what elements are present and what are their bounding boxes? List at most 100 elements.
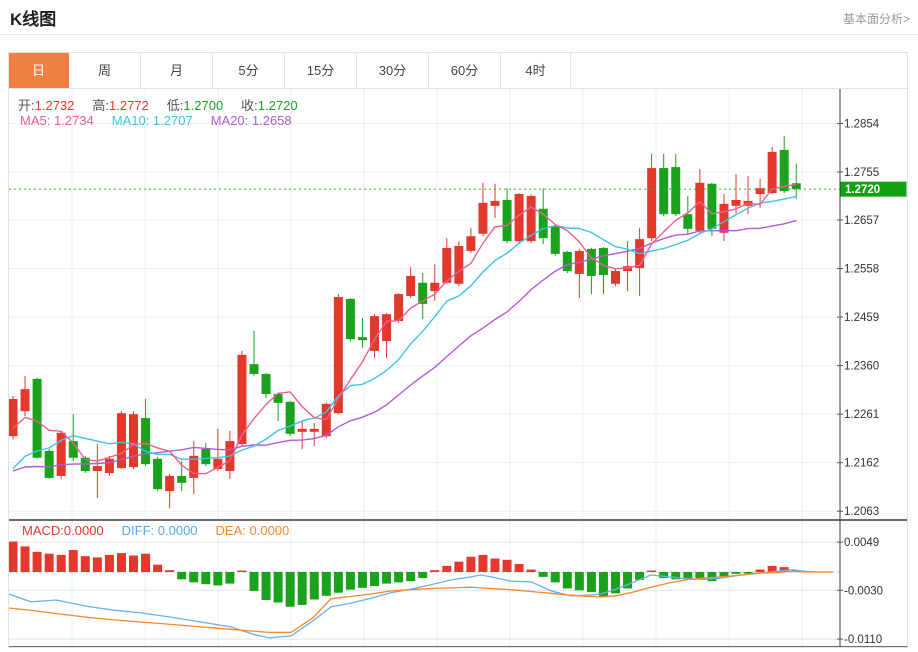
candle-body [201,448,211,465]
macd-bar [478,554,488,572]
tab-bar-filler [571,53,907,88]
candle-body [116,413,126,469]
legend-value: 0.0000 [157,523,198,538]
macd-bar [598,572,608,597]
fundamental-analysis-link[interactable]: 基本面分析> [842,12,910,26]
macd-bar [538,572,548,577]
macd-bar [20,546,30,572]
tab-日[interactable]: 日 [9,53,69,88]
candle-body [454,246,464,284]
tab-15分[interactable]: 15分 [285,53,357,88]
macd-bar [68,550,78,572]
macd-bar [104,554,114,572]
legend-label: DIFF: [121,523,158,538]
candle-body [466,236,476,251]
dea-line [9,570,833,634]
candle-body [213,458,223,470]
macd-bar [514,564,524,572]
legend-value: 1.2700 [183,98,224,113]
macd-bar [671,572,681,580]
candle-body [683,214,693,229]
candle-body [598,247,608,275]
macd-bar [213,572,223,586]
legend-label: MA5: [20,113,54,128]
candle-body [141,418,151,465]
macd-bar [490,558,500,572]
macd-legend: MACD:0.0000 DIFF: 0.0000 DEA: 0.0000 [22,523,307,538]
macd-bar [454,561,464,572]
candle-body [237,354,247,445]
candle-body [550,225,560,254]
candle-body [514,194,524,242]
macd-layer [9,541,840,639]
candle-body [129,414,138,468]
candle-body [791,183,801,190]
candles-layer [9,136,801,509]
candle-body [442,247,452,283]
macd-bar [285,572,295,607]
tab-月[interactable]: 月 [141,53,213,88]
candle-body [9,398,18,437]
candle-body [671,167,681,215]
candle-body [406,275,416,297]
candle-body [538,208,548,239]
macd-bar [32,551,42,572]
legend-value: 0.0000 [63,523,104,538]
candle-body [370,316,379,351]
candle-body [261,373,271,395]
macd-bar [586,572,596,593]
candle-body [394,294,404,322]
candle-body [695,182,705,231]
candle-body [382,314,392,342]
candle-body [357,337,367,341]
candle-body [707,183,717,229]
axis-tick-label: 0.0049 [844,537,879,549]
macd-bar [502,559,512,572]
axis-tick-label: 1.2755 [844,167,879,179]
current-price-badge: 1.2720 [840,181,907,197]
macd-bar [9,541,18,572]
candle-body [418,282,428,304]
macd-bar [659,572,669,579]
legend-value: 1.2734 [53,113,94,128]
macd-bar [261,572,271,601]
macd-bar [357,572,367,588]
macd-bar [562,572,572,589]
macd-bar [141,553,151,572]
axis-tick-label: -0.0030 [844,585,883,597]
macd-bar [550,572,560,583]
tab-4时[interactable]: 4时 [501,53,571,88]
candle-body [333,297,343,414]
tab-30分[interactable]: 30分 [357,53,429,88]
macd-bar [623,572,633,589]
macd-bar [394,572,404,583]
macd-bar [406,572,416,582]
macd-bar [345,572,355,590]
chart-panel: 日周月 5分 15分 30分 60分 4时 1.2854 1.2755 1.2657 1.255… [8,52,908,648]
legend-label: 低: [166,98,184,113]
candle-body [611,271,620,284]
current-price-label: 1.2720 [845,184,880,196]
macd-bar [707,572,717,582]
macd-bar [574,572,584,591]
tab-60分[interactable]: 60分 [429,53,501,88]
legend-label: 高: [92,98,110,113]
candle-body [68,441,78,458]
candle-body [56,432,66,476]
ma20-line [12,219,797,472]
candle-body [430,282,440,292]
macd-bar [370,572,379,587]
macd-bar [333,572,343,593]
macd-bar [466,556,476,572]
macd-bar [273,572,283,603]
axis-tick-label: 1.2162 [844,458,879,470]
legend-label: MA10: [111,113,153,128]
macd-bar [116,553,126,572]
candle-body [562,251,572,272]
tab-5分[interactable]: 5分 [213,53,285,88]
macd-bar [177,572,187,580]
chart-svg[interactable]: 1.2854 1.2755 1.2657 1.2558 1.2459 1.2360 1.22… [9,53,907,647]
tab-周[interactable]: 周 [69,53,141,88]
candle-body [623,266,633,272]
macd-bar [153,564,163,572]
